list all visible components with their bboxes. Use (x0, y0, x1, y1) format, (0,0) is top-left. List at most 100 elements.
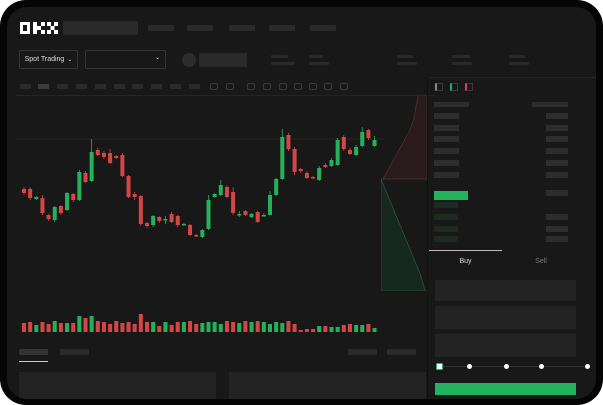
orderbook-header-amount (532, 102, 568, 107)
nav-item[interactable] (187, 25, 213, 31)
interval-button[interactable] (132, 84, 143, 89)
candle (341, 135, 346, 151)
volume-bar (114, 321, 119, 332)
filter-button[interactable] (387, 349, 416, 355)
chart-tool-icon[interactable] (340, 83, 348, 90)
candle (83, 171, 88, 183)
ask-amount (546, 125, 568, 131)
candle (286, 133, 291, 151)
chart-tool-icon[interactable] (324, 83, 332, 90)
chevron-down-icon: ⌄ (67, 57, 73, 63)
slider-step[interactable] (585, 364, 590, 369)
candle-body (323, 165, 328, 167)
nav-item[interactable] (269, 25, 295, 31)
candle (298, 168, 303, 173)
candle (200, 229, 205, 238)
candle (52, 206, 57, 222)
volume-bar (323, 326, 328, 332)
pair-select[interactable]: ⌄ (85, 50, 166, 69)
interval-button[interactable] (20, 84, 31, 89)
candle-body (22, 189, 26, 193)
slider-step[interactable] (539, 364, 544, 369)
tab-open-orders[interactable] (19, 349, 48, 355)
search-bar[interactable] (63, 21, 138, 35)
candle (114, 155, 119, 159)
chart-tool-icon[interactable] (210, 83, 218, 90)
volume-bar (268, 324, 272, 332)
amount-input[interactable] (435, 306, 576, 329)
volume-bar (280, 323, 285, 332)
volume-bar (58, 323, 63, 332)
slider-handle[interactable] (436, 363, 443, 370)
volume-bar (341, 325, 346, 332)
active-tab-underline (19, 361, 48, 362)
interval-button[interactable] (57, 84, 68, 89)
filter-button[interactable] (348, 349, 377, 355)
interval-button[interactable] (151, 84, 162, 89)
volume-bar (83, 318, 88, 332)
interval-button[interactable] (95, 84, 106, 89)
candle (194, 234, 199, 237)
active-tab-underline (429, 250, 502, 251)
slider-step[interactable] (467, 364, 472, 369)
candle-body (175, 216, 180, 225)
orderbook-view-icon[interactable] (465, 83, 473, 91)
chart-tool-icon[interactable] (309, 83, 317, 90)
buy-button[interactable] (435, 383, 576, 395)
candle (360, 127, 365, 147)
volume-bar (71, 323, 76, 332)
volume-bar (286, 321, 291, 332)
candle-body (366, 130, 371, 138)
nav-item[interactable] (229, 25, 255, 31)
chart-tool-icon[interactable] (294, 83, 302, 90)
interval-button[interactable] (76, 84, 87, 89)
candle-body (224, 187, 229, 197)
stat-value (271, 62, 295, 65)
okx-logo[interactable] (20, 22, 58, 34)
candle-body (83, 173, 88, 182)
candle (255, 211, 260, 223)
total-input[interactable] (435, 334, 576, 357)
candle (157, 216, 162, 223)
candlestick-chart[interactable] (15, 95, 385, 335)
volume-bar (77, 316, 82, 332)
candle (151, 215, 156, 227)
candle (126, 175, 131, 198)
volume-bar (360, 325, 365, 332)
volume-bar (34, 325, 39, 332)
nav-item[interactable] (310, 25, 336, 31)
slider-track[interactable] (438, 366, 587, 367)
candle (145, 222, 149, 228)
market-type-select[interactable]: Spot Trading ⌄ (19, 50, 78, 69)
interval-button[interactable] (189, 84, 200, 89)
candle (58, 205, 63, 215)
nav-item[interactable] (148, 25, 174, 31)
candle-body (372, 140, 377, 146)
chart-tool-icon[interactable] (226, 83, 234, 90)
price-input[interactable] (435, 280, 576, 301)
orderbook-view-icon[interactable] (450, 83, 458, 91)
slider-step[interactable] (504, 364, 509, 369)
volume-bar (304, 329, 309, 332)
chart-tool-icon[interactable] (247, 83, 255, 90)
depth-bids-area (381, 178, 427, 291)
orderbook-view-icon[interactable] (435, 83, 443, 91)
tab-sell[interactable]: Sell (535, 258, 547, 265)
interval-button[interactable] (114, 84, 125, 89)
ask-price (434, 136, 459, 142)
interval-button[interactable] (38, 84, 49, 89)
tab-buy[interactable]: Buy (459, 258, 472, 265)
chart-tool-icon[interactable] (263, 83, 271, 90)
candle (65, 192, 70, 211)
app-screen: Spot Trading ⌄ ⌄ Buy Sell (7, 7, 596, 399)
candle-body (101, 153, 106, 157)
interval-button[interactable] (170, 84, 181, 89)
volume-bar (237, 323, 242, 332)
divider (429, 77, 596, 78)
candle-body (292, 149, 297, 172)
tab-order-history[interactable] (60, 349, 89, 355)
chart-tool-icon[interactable] (279, 83, 287, 90)
volume-bar (366, 324, 371, 332)
candle (169, 212, 174, 223)
ask-amount (546, 160, 568, 166)
